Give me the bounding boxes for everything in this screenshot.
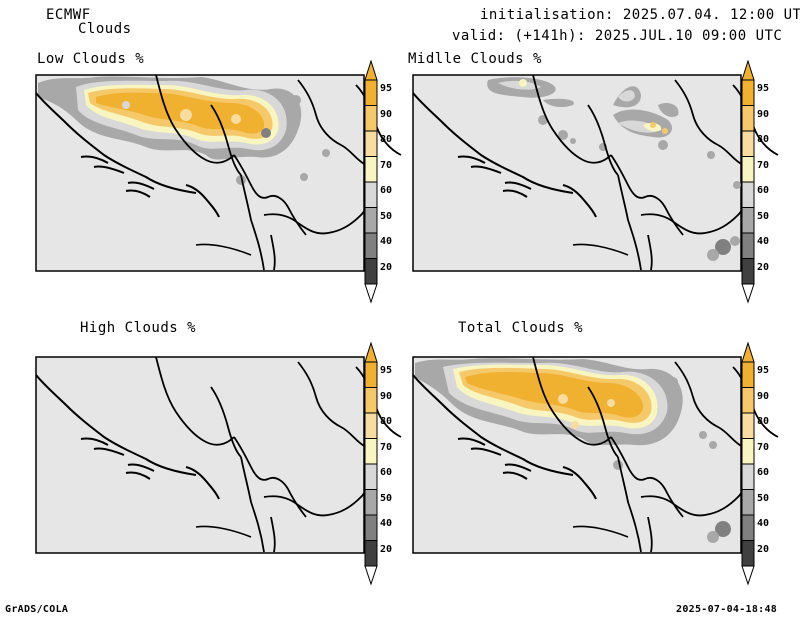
middle-cloud-field — [487, 77, 741, 261]
colorbar-top-arrow — [364, 59, 378, 81]
colorbar-segment — [364, 156, 378, 183]
colorbar-top-arrow — [364, 341, 378, 363]
panel-title-high: High Clouds % — [80, 320, 197, 336]
colorbar-segment — [364, 412, 378, 439]
colorbar-tick-label: 70 — [757, 159, 770, 171]
colorbar-top-arrow — [741, 341, 755, 363]
colorbar-total: 95 90 80 70 60 50 40 20 — [741, 341, 769, 590]
colorbar-segment — [364, 514, 378, 541]
colorbar-segment — [741, 258, 755, 285]
colorbar-segment — [741, 79, 755, 106]
colorbar-segment — [741, 514, 755, 541]
colorbar-tick-label: 60 — [380, 467, 393, 478]
colorbar-bottom-arrow — [741, 283, 755, 304]
colorbar-tick-label: 50 — [757, 492, 770, 504]
colorbar-segment — [364, 540, 378, 567]
model-label: ECMWF — [46, 7, 91, 23]
colorbar-tick-label: 20 — [757, 261, 770, 273]
colorbar-tick-label: 20 — [757, 543, 770, 555]
colorbar-tick-label: 90 — [757, 108, 770, 120]
colorbar-tick-label: 80 — [757, 134, 770, 145]
footer-timestamp: 2025-07-04-18:48 — [676, 604, 778, 615]
colorbar-middle: 95 90 80 70 60 50 40 20 — [741, 59, 769, 308]
colorbar-tick-label: 95 — [757, 365, 770, 376]
colorbar-tick-label: 80 — [380, 134, 393, 145]
colorbar-tick-label: 95 — [380, 83, 393, 94]
colorbar-tick-label: 70 — [757, 441, 770, 453]
colorbar-segment — [741, 463, 755, 490]
colorbar-segment — [741, 412, 755, 439]
panel-title-total: Total Clouds % — [458, 320, 584, 336]
colorbar-tick-label: 90 — [380, 390, 393, 402]
colorbar-bottom-arrow — [741, 565, 755, 586]
colorbar-bottom-arrow — [364, 283, 378, 304]
map-total-clouds — [412, 356, 779, 554]
colorbar-segment — [364, 258, 378, 285]
colorbar-segment — [741, 387, 755, 414]
map-middle-clouds — [412, 74, 779, 272]
colorbar-segment — [364, 181, 378, 208]
valid-time: valid: (+141h): 2025.JUL.10 09:00 UTC — [452, 28, 783, 44]
colorbar-tick-label: 90 — [380, 108, 393, 120]
colorbar-segment — [741, 489, 755, 516]
colorbar-segment — [741, 438, 755, 465]
colorbar-tick-label: 60 — [380, 185, 393, 196]
footer-software: GrADS/COLA — [5, 604, 69, 615]
colorbar-low: 95 90 80 70 60 50 40 20 — [364, 59, 392, 308]
colorbar-segment — [364, 489, 378, 516]
colorbar-segment — [364, 232, 378, 259]
colorbar-tick-label: 70 — [380, 159, 393, 171]
colorbar-high: 95 90 80 70 60 50 40 20 — [364, 341, 392, 590]
colorbar-segment — [364, 438, 378, 465]
panel-title-low: Low Clouds % — [37, 51, 145, 67]
colorbar-tick-label: 50 — [757, 210, 770, 222]
colorbar-segment — [741, 130, 755, 157]
colorbar-tick-label: 40 — [380, 518, 393, 529]
colorbar-tick-label: 50 — [380, 492, 393, 504]
panel-title-middle: Midlle Clouds % — [408, 51, 542, 67]
colorbar-tick-label: 80 — [380, 416, 393, 427]
low-cloud-field — [38, 76, 330, 185]
variable-label: Clouds — [78, 21, 132, 37]
colorbar-segment — [741, 105, 755, 132]
colorbar-tick-label: 40 — [380, 236, 393, 247]
colorbar-tick-label: 20 — [380, 543, 393, 555]
colorbar-tick-label: 80 — [757, 416, 770, 427]
colorbar-segment — [741, 361, 755, 388]
map-high-clouds — [35, 356, 402, 554]
colorbar-segment — [364, 105, 378, 132]
colorbar-top-arrow — [741, 59, 755, 81]
colorbar-segment — [741, 181, 755, 208]
colorbar-segment — [741, 207, 755, 234]
colorbar-segment — [364, 79, 378, 106]
colorbar-segment — [364, 463, 378, 490]
colorbar-tick-label: 90 — [757, 390, 770, 402]
colorbar-tick-label: 95 — [757, 83, 770, 94]
colorbar-bottom-arrow — [364, 565, 378, 586]
colorbar-tick-label: 70 — [380, 441, 393, 453]
colorbar-tick-label: 20 — [380, 261, 393, 273]
colorbar-segment — [364, 130, 378, 157]
colorbar-tick-label: 40 — [757, 236, 770, 247]
map-low-clouds — [35, 74, 402, 272]
colorbar-tick-label: 60 — [757, 467, 770, 478]
colorbar-tick-label: 60 — [757, 185, 770, 196]
colorbar-segment — [364, 387, 378, 414]
colorbar-tick-label: 95 — [380, 365, 393, 376]
colorbar-segment — [741, 232, 755, 259]
colorbar-tick-label: 50 — [380, 210, 393, 222]
init-time: initialisation: 2025.07.04. 12:00 UTC — [480, 7, 800, 23]
colorbar-segment — [364, 207, 378, 234]
colorbar-segment — [741, 156, 755, 183]
colorbar-segment — [364, 361, 378, 388]
colorbar-tick-label: 40 — [757, 518, 770, 529]
colorbar-segment — [741, 540, 755, 567]
